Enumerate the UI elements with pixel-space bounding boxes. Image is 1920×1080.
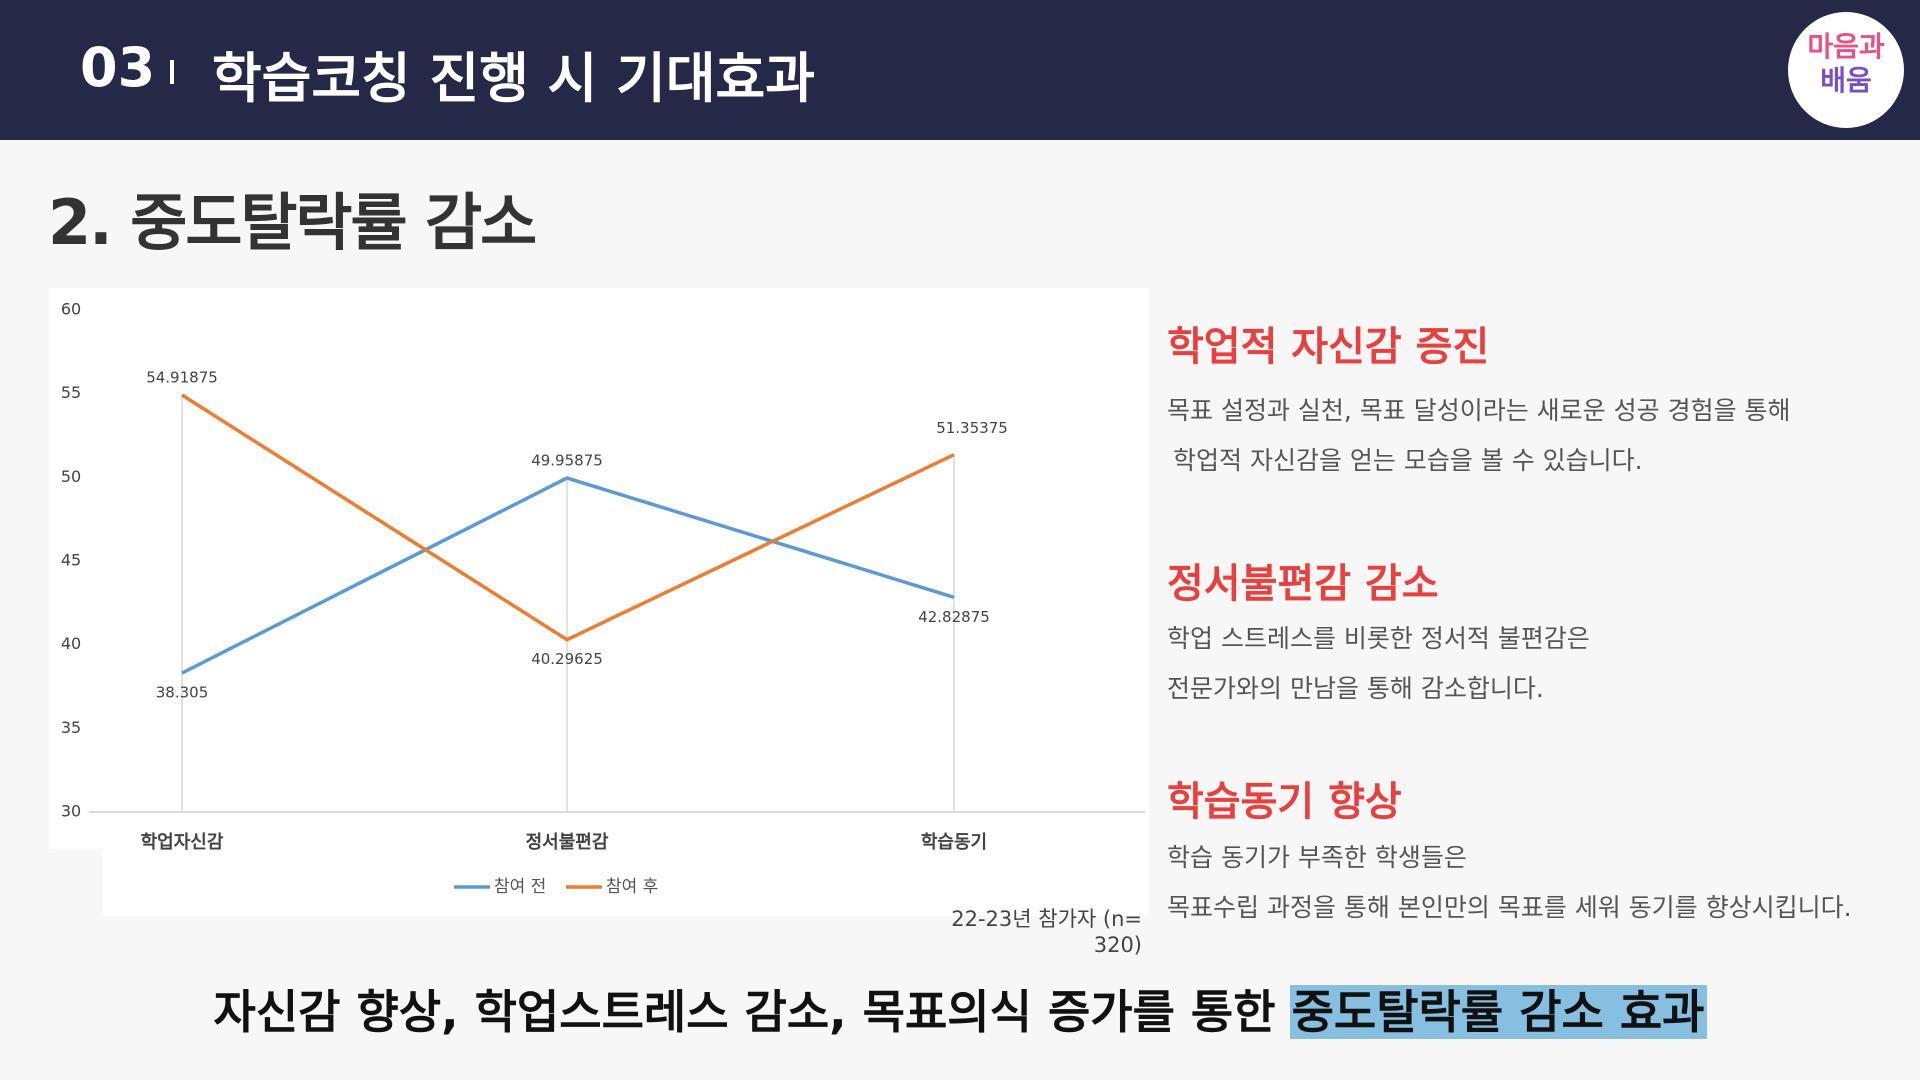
data-label: 51.35375	[936, 419, 1008, 437]
conclusion-highlight: 중도탈락률 감소 효과	[1289, 985, 1707, 1039]
subtitle: 2. 중도탈락률 감소	[48, 186, 537, 259]
section-heading: 학업적 자신감 증진	[1167, 324, 1490, 370]
conclusion: 자신감 향상, 학업스트레스 감소, 목표의식 증가를 통한 중도탈락률 감소 효…	[0, 976, 1920, 1042]
data-label: 40.29625	[531, 650, 603, 668]
section-heading: 학습동기 향상	[1167, 779, 1402, 825]
series-line	[181, 476, 955, 675]
text-line: 전문가와의 만남을 통해 감소합니다.	[1167, 674, 1544, 703]
legend-label: 참여 전	[494, 877, 546, 897]
y-tick-label: 45	[61, 551, 81, 570]
chart: 30 35 40 45 50 55 60 학업자신감 정서불편감 학습동기 38.305 49.958…	[49, 288, 1149, 916]
logo: 마음과 배움	[1788, 12, 1904, 128]
text-line: 목표수립 과정을 통해 본인만의 목표를 세워 동기를 향상시킵니다.	[1167, 893, 1852, 922]
y-tick-label: 50	[61, 467, 81, 486]
header-title: 학습코칭 진행 시 기대효과	[212, 47, 815, 110]
text-line: 목표 설정과 실천, 목표 달성이라는 새로운 성공 경험을 통해	[1167, 396, 1791, 425]
chart-note: 22-23년 참가자 (n= 320)	[951, 907, 1142, 957]
logo-text: 배움	[1820, 64, 1872, 97]
data-label: 54.91875	[146, 369, 218, 387]
section-heading: 정서불편감 감소	[1167, 561, 1439, 607]
section-text: 학업 스트레스를 비롯한 정서적 불편감은 전문가와의 만남을 통해 감소합니다…	[1167, 614, 1590, 714]
text-line: 학업 스트레스를 비롯한 정서적 불편감은	[1167, 624, 1590, 653]
data-label: 38.305	[156, 684, 209, 702]
section-text: 학습 동기가 부족한 학생들은 목표수립 과정을 통해 본인만의 목표를 세워 …	[1167, 833, 1852, 933]
section-number: 03	[80, 36, 156, 99]
chart-background	[102, 849, 1149, 916]
separator	[170, 60, 174, 84]
text-line: 학습 동기가 부족한 학생들은	[1167, 843, 1467, 872]
y-tick-label: 55	[61, 383, 81, 402]
text-line: 학업적 자신감을 얻는 모습을 볼 수 있습니다.	[1173, 446, 1643, 475]
conclusion-text: 자신감 향상, 학업스트레스 감소, 목표의식 증가를 통한	[213, 985, 1276, 1039]
data-label: 42.82875	[918, 608, 990, 626]
x-tick-label: 정서불편감	[526, 832, 609, 853]
x-tick-label: 학습동기	[921, 831, 987, 853]
legend-label: 참여 후	[606, 877, 658, 897]
x-tick-label: 학업자신감	[141, 831, 224, 853]
y-tick-label: 30	[61, 802, 81, 821]
y-tick-label: 60	[61, 300, 81, 319]
data-label: 49.95875	[531, 452, 603, 470]
section-text: 목표 설정과 실천, 목표 달성이라는 새로운 성공 경험을 통해 학업적 자신…	[1167, 386, 1791, 486]
y-tick-label: 35	[61, 718, 81, 737]
header-bar	[0, 0, 1920, 140]
series-line	[181, 393, 955, 642]
logo-text: 마음과	[1807, 30, 1885, 63]
y-tick-label: 40	[61, 634, 81, 653]
chart-background	[49, 288, 1149, 849]
